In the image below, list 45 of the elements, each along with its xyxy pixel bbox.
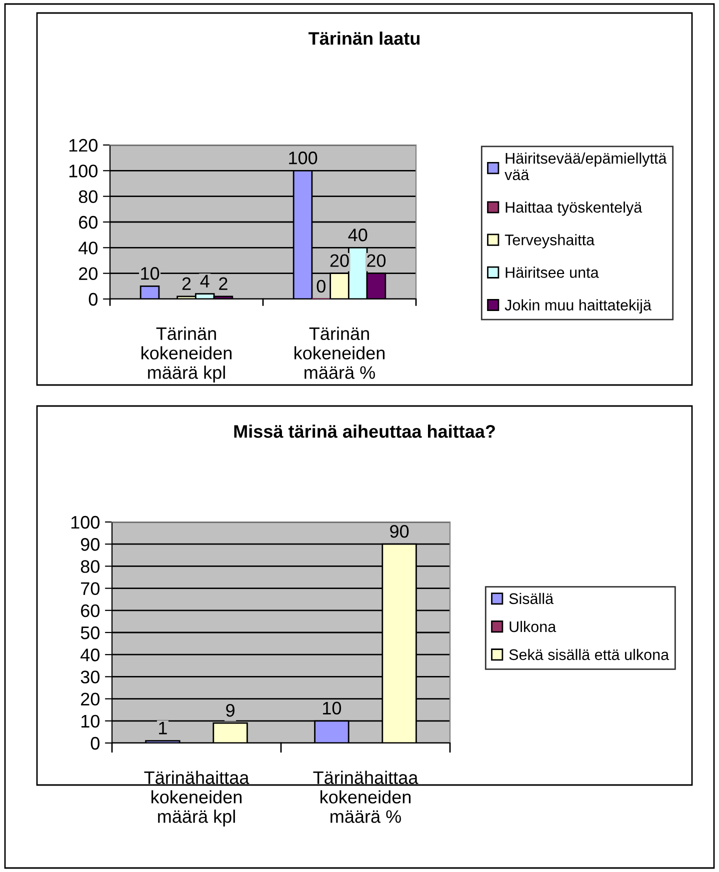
- data-label: 9: [226, 704, 234, 717]
- y-tick-label: 70: [81, 582, 100, 596]
- legend-label: Häiritsee unta: [506, 266, 599, 278]
- legend-label: Ulkona: [510, 620, 556, 632]
- chart-title: Missä tärinä aiheuttaa haittaa?: [234, 424, 495, 438]
- data-label: 0: [316, 280, 326, 293]
- y-tick-label: 80: [78, 190, 98, 204]
- data-label: 40: [348, 228, 368, 242]
- y-tick-label: 120: [69, 138, 98, 152]
- y-tick-label: 100: [69, 164, 98, 178]
- data-label: 20: [330, 254, 349, 267]
- y-tick-label: 40: [78, 242, 98, 254]
- y-tick-label: 0: [90, 736, 100, 750]
- legend-label: Jokin muu haittatekijä: [504, 299, 652, 314]
- x-tick-label: Tärinän kokeneiden määrä kpl: [142, 326, 232, 383]
- y-tick-label: 50: [80, 626, 100, 640]
- y-tick-label: 90: [80, 538, 100, 551]
- data-label: 2: [219, 277, 228, 290]
- data-label: 10: [323, 702, 342, 715]
- legend-label: Häiritsevää/epämiellyttä vää: [504, 152, 667, 180]
- legend-label: Sekä sisällä että ulkona: [509, 648, 670, 660]
- y-tick-label: 100: [71, 516, 100, 529]
- data-label: 2: [182, 277, 191, 290]
- data-label: 4: [200, 274, 210, 288]
- chart-title: Tärinän laatu: [308, 32, 420, 45]
- data-label: 1: [159, 722, 167, 734]
- y-tick-label: 20: [81, 692, 100, 706]
- y-tick-label: 30: [80, 670, 100, 684]
- x-tick-label: Tärinähaittaa kokeneiden määrä kpl: [144, 770, 250, 827]
- y-tick-label: 60: [79, 216, 98, 229]
- y-tick-label: 60: [81, 604, 100, 618]
- y-tick-label: 0: [88, 292, 98, 306]
- data-label: 90: [390, 524, 409, 538]
- data-label: 20: [367, 254, 386, 267]
- legend-label: Terveyshaitta: [504, 234, 595, 248]
- legend-label: Haittaa työskentelyä: [506, 202, 642, 216]
- y-tick-label: 20: [79, 267, 98, 280]
- y-tick-label: 80: [80, 560, 100, 573]
- y-tick-label: 40: [80, 648, 100, 662]
- y-tick-label: 10: [81, 714, 100, 728]
- x-tick-label: Tärinähaittaa kokeneiden määrä %: [313, 770, 418, 823]
- x-tick-label: Tärinän kokeneiden määrä %: [294, 326, 385, 379]
- data-label: 100: [289, 152, 318, 164]
- data-label: 10: [141, 267, 160, 280]
- legend-label: Sisällä: [509, 592, 554, 604]
